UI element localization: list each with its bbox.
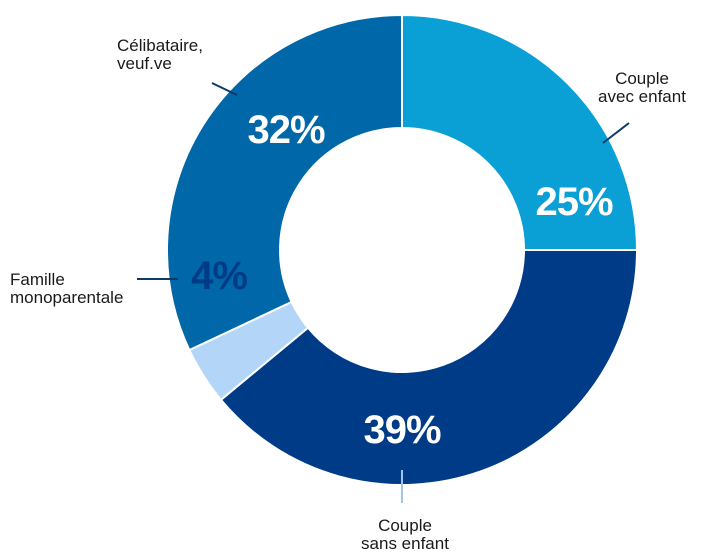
category-label-line: sans enfant [361, 534, 449, 553]
category-label-line: Famille [10, 270, 65, 289]
percentage-labels: 25% 39% 4% 32% [191, 108, 614, 452]
slice-category-label: Famille monoparentale [10, 270, 123, 307]
category-label-line: monoparentale [10, 288, 123, 307]
category-label-line: Célibataire, [117, 36, 203, 55]
slice-percentage-label: 4% [191, 254, 247, 298]
category-label-line: avec enfant [598, 87, 686, 106]
slice-category-label: Couple avec enfant [598, 69, 686, 106]
category-label-line: Couple [615, 69, 669, 88]
leader-line [602, 122, 630, 144]
category-label-line: veuf.ve [117, 54, 172, 73]
donut-slice [401, 13, 639, 251]
leader-lines [137, 82, 630, 503]
leader-line [211, 82, 238, 96]
category-label-line: Couple [378, 516, 432, 535]
slices-layer [166, 13, 639, 486]
slice-percentage-label: 39% [363, 408, 440, 452]
slice-category-label: Célibataire, veuf.ve [117, 36, 203, 73]
slice-percentage-label: 32% [247, 108, 324, 152]
slice-category-label: Couple sans enfant [361, 516, 449, 553]
donut-slice [166, 13, 403, 352]
slice-percentage-label: 25% [535, 180, 612, 224]
donut-slice [219, 249, 639, 486]
